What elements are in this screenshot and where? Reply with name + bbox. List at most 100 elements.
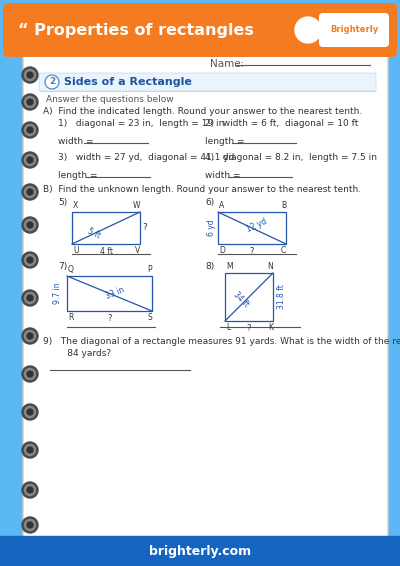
Text: M: M [226,262,233,271]
Text: Brighterly: Brighterly [330,25,378,35]
Circle shape [27,72,33,78]
Text: B: B [281,201,286,210]
Text: 31.8 ft: 31.8 ft [278,285,286,310]
Circle shape [27,333,33,339]
Text: brighterly.com: brighterly.com [149,544,251,558]
Text: L: L [226,323,230,332]
Text: A)  Find the indicated length. Round your answer to the nearest tenth.: A) Find the indicated length. Round your… [43,106,362,115]
Bar [0,536,400,566]
Text: P: P [147,265,152,274]
Circle shape [22,184,38,200]
Circle shape [24,331,36,341]
Text: 84 yards?: 84 yards? [50,349,111,358]
Text: 4 ft: 4 ft [100,247,112,256]
Circle shape [24,96,36,108]
Circle shape [22,217,38,233]
Circle shape [22,517,38,533]
Text: 2: 2 [49,78,55,87]
Circle shape [27,522,33,528]
Text: N: N [267,262,273,271]
Text: ?: ? [250,247,254,256]
Text: 4)   diagonal = 8.2 in,  length = 7.5 in: 4) diagonal = 8.2 in, length = 7.5 in [205,153,377,162]
Circle shape [24,484,36,495]
Text: 33 in: 33 in [104,286,125,301]
Text: “ Properties of rectangles: “ Properties of rectangles [18,24,254,38]
Circle shape [27,157,33,163]
Text: Q: Q [68,265,74,274]
Circle shape [27,189,33,195]
FancyBboxPatch shape [23,45,388,543]
Circle shape [22,442,38,458]
Text: W: W [132,201,140,210]
Text: 5): 5) [58,199,67,208]
Text: 34 ft: 34 ft [232,290,250,310]
Text: ?: ? [247,324,251,333]
Circle shape [45,75,59,89]
Circle shape [24,520,36,530]
Circle shape [24,406,36,418]
Circle shape [24,220,36,230]
Circle shape [27,409,33,415]
Circle shape [24,444,36,456]
Text: 3)   width = 27 yd,  diagonal = 41.1 yd: 3) width = 27 yd, diagonal = 41.1 yd [58,153,234,162]
Circle shape [22,366,38,382]
Circle shape [22,122,38,138]
Text: X: X [73,201,78,210]
Bar [225,273,273,321]
FancyBboxPatch shape [3,3,397,57]
Circle shape [27,447,33,453]
Text: 6): 6) [205,199,214,208]
Circle shape [24,155,36,165]
Text: 6 yd: 6 yd [206,220,216,237]
Circle shape [22,67,38,83]
Circle shape [22,252,38,268]
Text: width =: width = [58,138,96,147]
FancyBboxPatch shape [39,73,376,91]
Text: 5 ft: 5 ft [86,226,102,240]
Text: R: R [68,313,73,322]
Circle shape [24,187,36,198]
Circle shape [27,487,33,493]
Text: V: V [135,246,140,255]
Circle shape [22,152,38,168]
Circle shape [24,70,36,80]
Text: 2)   width = 6 ft,  diagonal = 10 ft: 2) width = 6 ft, diagonal = 10 ft [205,119,358,128]
Text: U: U [73,246,78,255]
Circle shape [24,255,36,265]
Text: B)  Find the unknown length. Round your answer to the nearest tenth.: B) Find the unknown length. Round your a… [43,186,361,195]
Text: Sides of a Rectangle: Sides of a Rectangle [64,77,192,87]
Text: ?: ? [107,314,112,323]
FancyBboxPatch shape [319,13,389,47]
Circle shape [22,482,38,498]
Text: K: K [268,323,273,332]
Text: ?: ? [143,224,147,233]
Circle shape [24,125,36,135]
Text: length =: length = [205,138,247,147]
Text: Name:: Name: [210,59,244,69]
Text: 7): 7) [58,263,67,272]
Circle shape [24,368,36,379]
Bar [72,212,140,244]
Circle shape [22,290,38,306]
Circle shape [27,222,33,228]
Text: width =: width = [205,171,243,181]
Text: length =: length = [58,171,100,181]
Text: D: D [219,246,225,255]
Circle shape [22,328,38,344]
Text: 1)   diagonal = 23 in,  length = 19 in: 1) diagonal = 23 in, length = 19 in [58,119,224,128]
Circle shape [27,371,33,377]
Text: C: C [281,246,286,255]
Text: 9)   The diagonal of a rectangle measures 91 yards. What is the width of the rec: 9) The diagonal of a rectangle measures … [43,337,400,346]
Text: 9.7 in: 9.7 in [54,282,62,305]
Circle shape [24,293,36,303]
Text: Answer the questions below: Answer the questions below [46,96,174,105]
Text: A: A [219,201,224,210]
Text: 12 yd: 12 yd [246,216,268,234]
Text: 8): 8) [205,263,214,272]
Circle shape [27,127,33,133]
Bar [218,212,286,244]
Circle shape [295,17,321,43]
Circle shape [27,257,33,263]
Bar [67,276,152,311]
Circle shape [22,404,38,420]
